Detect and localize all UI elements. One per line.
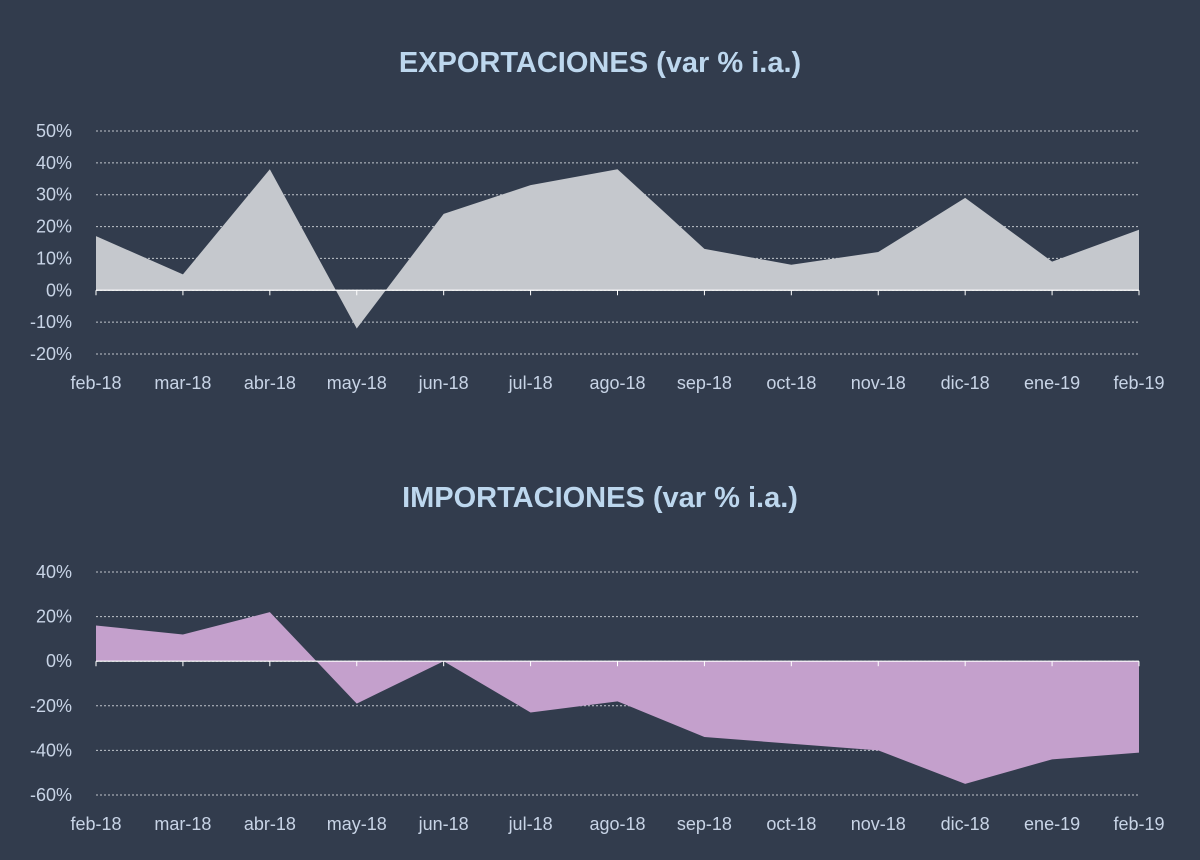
exports-x-tick-label: ene-19 (1024, 373, 1080, 393)
exports-y-tick-label: -20% (30, 344, 72, 364)
imports-x-tick-label: sep-18 (677, 814, 732, 834)
exports-y-tick-label: 10% (36, 248, 72, 268)
exports-x-tick-label: mar-18 (154, 373, 211, 393)
exports-x-tick-label: dic-18 (941, 373, 990, 393)
imports-y-tick-label: -20% (30, 696, 72, 716)
imports-x-tick-label: ago-18 (589, 814, 645, 834)
exports-x-tick-label: abr-18 (244, 373, 296, 393)
imports-area-series (96, 612, 1139, 784)
imports-x-tick-label: jul-18 (508, 814, 553, 834)
exports-x-tick-label: oct-18 (766, 373, 816, 393)
imports-y-tick-label: -40% (30, 740, 72, 760)
imports-x-tick-label: abr-18 (244, 814, 296, 834)
imports-x-tick-label: oct-18 (766, 814, 816, 834)
exports-x-tick-label: feb-18 (70, 373, 121, 393)
exports-y-tick-label: 0% (46, 280, 72, 300)
imports-x-tick-label: dic-18 (941, 814, 990, 834)
imports-y-tick-label: 40% (36, 562, 72, 582)
imports-y-tick-label: -60% (30, 785, 72, 805)
exports-y-tick-label: 40% (36, 153, 72, 173)
exports-y-tick-label: 20% (36, 217, 72, 237)
exports-x-tick-label: nov-18 (851, 373, 906, 393)
exports-y-tick-label: -10% (30, 312, 72, 332)
exports-x-tick-label: feb-19 (1113, 373, 1164, 393)
imports-x-tick-label: jun-18 (418, 814, 469, 834)
imports-chart: IMPORTACIONES (var % i.a.) 40% 20% 0% -20% -… (30, 482, 1165, 834)
imports-y-tick-label: 0% (46, 651, 72, 671)
imports-title: IMPORTACIONES (var % i.a.) (402, 482, 798, 514)
imports-x-tick-label: nov-18 (851, 814, 906, 834)
exports-x-tick-label: jun-18 (418, 373, 469, 393)
exports-chart: EXPORTACIONES (var % i.a.) 50% 40% 30% 20% 1… (30, 47, 1165, 393)
exports-x-tick-label: may-18 (327, 373, 387, 393)
imports-y-tick-label: 20% (36, 607, 72, 627)
exports-x-tick-label: sep-18 (677, 373, 732, 393)
exports-area-series (96, 169, 1139, 329)
imports-x-tick-label: feb-19 (1113, 814, 1164, 834)
exports-x-tick-label: ago-18 (589, 373, 645, 393)
imports-x-tick-label: ene-19 (1024, 814, 1080, 834)
exports-y-tick-label: 30% (36, 185, 72, 205)
exports-y-tick-label: 50% (36, 121, 72, 141)
imports-x-tick-label: may-18 (327, 814, 387, 834)
exports-x-tick-label: jul-18 (508, 373, 553, 393)
imports-x-tick-label: mar-18 (154, 814, 211, 834)
imports-x-tick-label: feb-18 (70, 814, 121, 834)
exports-title: EXPORTACIONES (var % i.a.) (399, 47, 801, 79)
